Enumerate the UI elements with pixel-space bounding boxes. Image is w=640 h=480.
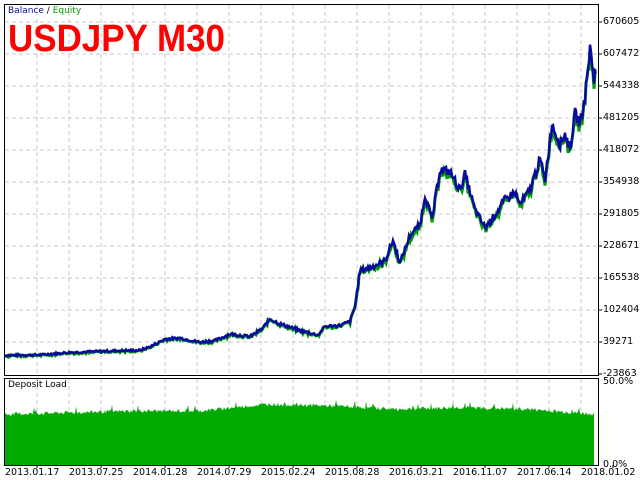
x-axis-label: 2016.11.07	[453, 467, 508, 478]
x-axis-label: 2014.07.29	[197, 467, 252, 478]
x-axis-label: 2014.01.28	[133, 467, 188, 478]
chart-legend: Balance / Equity	[8, 6, 81, 16]
x-axis-label: 2013.07.25	[69, 467, 124, 478]
load-y-top-label: 50.0%	[603, 376, 634, 387]
x-axis-label: 2013.01.17	[5, 467, 60, 478]
equity-line	[4, 48, 598, 360]
legend-equity: Equity	[52, 6, 82, 16]
y-axis-label: -23863	[603, 368, 637, 379]
y-axis-label: 544338	[603, 80, 640, 91]
y-axis-label: 291805	[603, 208, 640, 219]
y-axis-label: 670605	[603, 16, 640, 27]
y-axis-label: 228671	[603, 240, 640, 251]
x-axis-label: 2018.01.02	[581, 467, 636, 478]
legend-separator: /	[46, 6, 50, 16]
x-axis-ticks	[36, 465, 614, 468]
x-axis-label: 2016.03.21	[389, 467, 444, 478]
y-axis-ticks	[599, 21, 602, 375]
y-axis-label: 39271	[603, 336, 634, 347]
deposit-load-area	[5, 399, 594, 465]
x-axis-label: 2015.08.28	[325, 467, 380, 478]
y-axis-label: 481205	[603, 112, 640, 123]
main-grid	[5, 5, 598, 375]
x-axis-label: 2015.02.24	[261, 467, 316, 478]
y-axis-label: 607472	[603, 48, 640, 59]
y-axis-label: 354938	[603, 176, 640, 187]
y-axis-label: 418072	[603, 144, 640, 155]
legend-balance: Balance	[8, 6, 44, 16]
x-axis-label: 2017.06.14	[517, 467, 572, 478]
y-axis-label: 102404	[603, 304, 640, 315]
deposit-load-label: Deposit Load	[8, 380, 67, 390]
balance-line	[4, 44, 597, 359]
chart-title: USDJPY M30	[8, 18, 225, 60]
load-y-bottom-label: 0.0%	[603, 459, 628, 470]
y-axis-label: 165538	[603, 272, 640, 283]
balance-equity-chart	[4, 4, 599, 376]
